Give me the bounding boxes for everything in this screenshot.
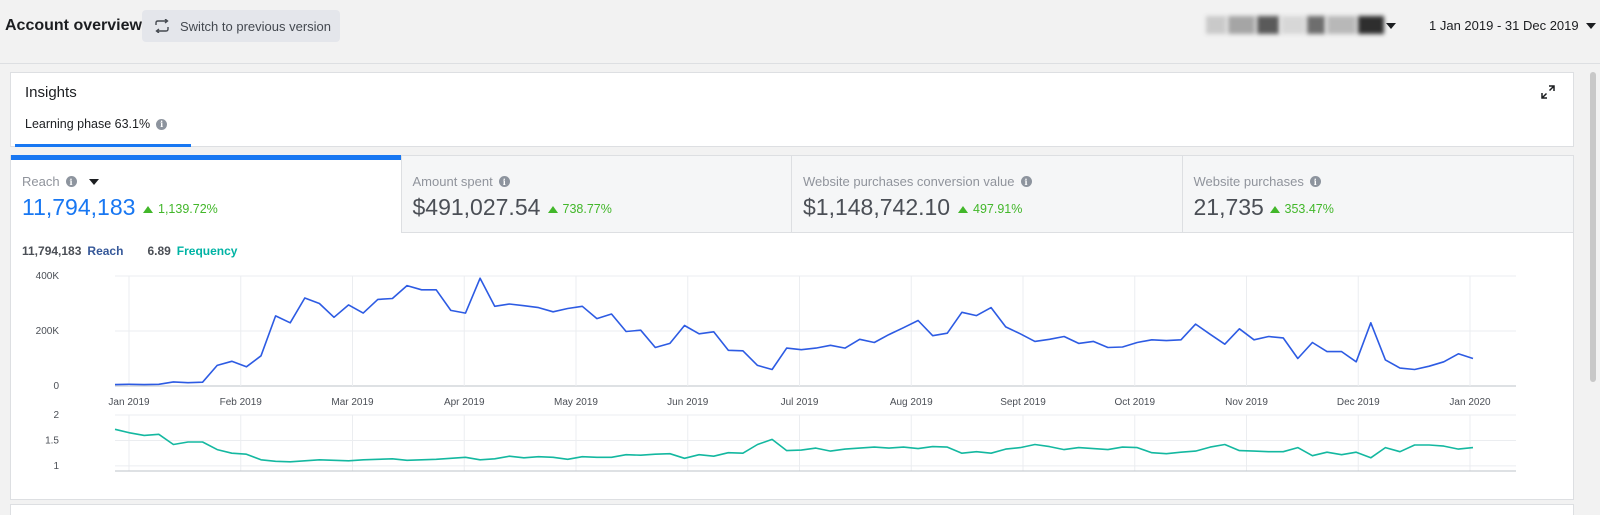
y-tick-label: 0 <box>53 381 59 392</box>
trend-up-icon <box>958 205 968 213</box>
switch-version-label: Switch to previous version <box>180 18 332 34</box>
insights-panel: Insights Learning phase 63.1% i <box>10 72 1574 147</box>
y-tick-label: 200K <box>36 326 60 337</box>
metric-tab-website-purchases[interactable]: Website purchases i 21,735 353.47% <box>1182 156 1573 233</box>
chart-legend: 11,794,183 Reach 6.89 Frequency <box>22 244 237 258</box>
info-icon[interactable]: i <box>156 118 168 130</box>
y-tick-label: 2 <box>53 410 59 421</box>
metric-label: Website purchases conversion value <box>803 174 1015 189</box>
metric-change: 497.91% <box>958 202 1022 216</box>
info-icon[interactable]: i <box>1309 176 1321 187</box>
frequency-series-line <box>114 428 1474 463</box>
metric-tab-conversion-value[interactable]: Website purchases conversion value i $1,… <box>792 156 1183 233</box>
x-tick-label: Jul 2019 <box>781 397 819 408</box>
x-tick-label: Aug 2019 <box>890 397 933 408</box>
x-tick-label: Dec 2019 <box>1337 397 1380 408</box>
next-panel-edge <box>10 504 1574 515</box>
metric-value: 11,794,183 <box>22 194 136 220</box>
metric-change: 1,139.72% <box>143 202 218 216</box>
active-tab-indicator <box>15 144 191 147</box>
legend-reach-label[interactable]: Reach <box>87 244 124 258</box>
info-icon[interactable]: i <box>1020 176 1032 187</box>
metric-tab-amount-spent[interactable]: Amount spent i $491,027.54 738.77% <box>401 156 792 233</box>
insights-title: Insights <box>25 84 77 101</box>
x-tick-label: Sept 2019 <box>1000 397 1046 408</box>
metric-value: $1,148,742.10 <box>803 194 951 220</box>
performance-chart: 0 200K 400K Jan 2019 Feb 2019 Mar 2019 Apr 201… <box>36 271 1516 472</box>
legend-frequency-label[interactable]: Frequency <box>176 244 238 258</box>
metric-tab-reach[interactable]: Reach i 11,794,183 1,139.72% <box>11 155 402 233</box>
date-dropdown-icon[interactable] <box>1586 23 1596 29</box>
legend-reach-value: 11,794,183 <box>22 244 82 258</box>
info-icon[interactable]: i <box>65 176 77 187</box>
y-tick-label: 400K <box>36 271 60 282</box>
date-range-picker[interactable]: 1 Jan 2019 - 31 Dec 2019 <box>1429 18 1579 33</box>
learning-phase-label: Learning phase 63.1% <box>25 117 151 131</box>
y-tick-label: 1 <box>53 461 59 472</box>
x-tick-label: May 2019 <box>554 397 598 408</box>
switch-version-button[interactable]: Switch to previous version <box>142 10 340 42</box>
trend-up-icon <box>547 205 558 213</box>
x-tick-label: Oct 2019 <box>1114 397 1155 408</box>
expand-icon[interactable] <box>1541 85 1555 99</box>
x-tick-label: Mar 2019 <box>331 397 374 408</box>
trend-up-icon <box>1269 205 1280 213</box>
metrics-panel: Reach i 11,794,183 1,139.72% Amount spen… <box>10 155 1574 500</box>
metric-label: Amount spent <box>412 174 493 189</box>
metric-value: $491,027.54 <box>412 194 541 220</box>
metric-dropdown-icon[interactable] <box>88 178 99 185</box>
learning-phase-tab[interactable]: Learning phase 63.1% i <box>25 117 168 131</box>
x-tick-label: Jan 2019 <box>108 397 150 408</box>
x-tick-label: Jun 2019 <box>667 397 709 408</box>
x-tick-label: Nov 2019 <box>1225 397 1268 408</box>
x-tick-label: Apr 2019 <box>444 397 485 408</box>
trend-up-icon <box>143 205 153 213</box>
x-tick-label: Jan 2020 <box>1449 397 1491 408</box>
legend-frequency-value: 6.89 <box>147 244 171 258</box>
y-tick-label: 1.5 <box>45 435 59 446</box>
metric-label: Reach <box>22 174 60 189</box>
metric-tabs: Reach i 11,794,183 1,139.72% Amount spen… <box>11 155 1573 233</box>
x-tick-label: Feb 2019 <box>220 397 263 408</box>
metric-change: 738.77% <box>547 202 612 216</box>
metric-label: Website purchases <box>1193 174 1304 189</box>
scrollbar[interactable] <box>1590 72 1596 382</box>
top-bar: Account overview Switch to previous vers… <box>0 0 1600 64</box>
refresh-arrows-icon <box>155 19 169 33</box>
account-dropdown-icon[interactable] <box>1386 23 1396 29</box>
account-selector[interactable] <box>1206 16 1384 34</box>
reach-series-line <box>114 277 1474 386</box>
info-icon[interactable]: i <box>498 176 510 187</box>
page-title: Account overview <box>5 17 142 34</box>
metric-value: 21,735 <box>1193 194 1264 220</box>
metric-change: 353.47% <box>1269 202 1334 216</box>
